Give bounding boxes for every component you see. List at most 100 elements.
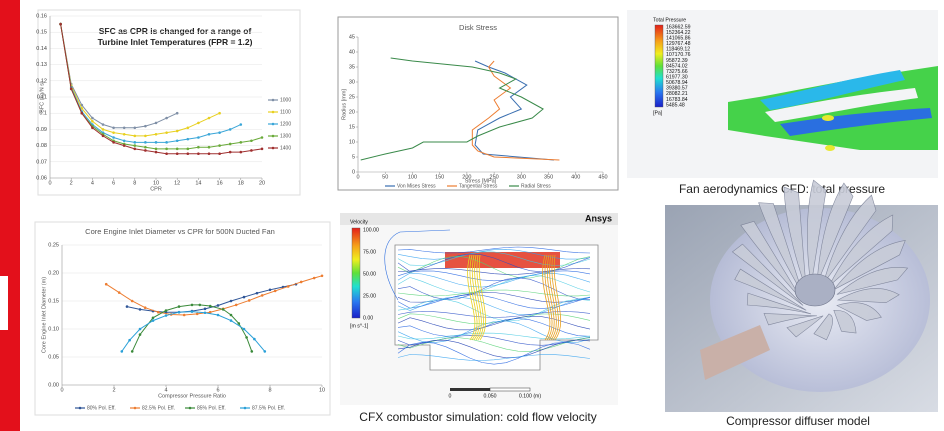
data-point [245,336,248,339]
data-point [139,333,142,336]
data-point [134,141,137,144]
y-tick-label: 0.07 [36,159,47,165]
y-tick-label: 5 [352,154,355,160]
data-point [208,117,211,120]
data-point [165,309,168,312]
data-point [131,300,134,303]
data-point [176,139,179,142]
data-point [218,144,221,147]
legend-label: 1100 [280,109,291,115]
y-tick-label: 0.05 [48,354,59,360]
x-tick-label: 20 [259,180,265,186]
y-tick-label: 0.06 [36,175,47,181]
data-point [218,152,221,155]
caption: Fan aerodynamics CFD: total pressure [679,182,885,196]
y-tick-label: 30 [349,79,355,85]
color-bar-label: 100.00 [363,227,379,233]
data-point [165,314,168,317]
legend-unit: [Pa] [653,110,663,116]
data-point [176,112,179,115]
data-point [112,131,115,134]
data-point [128,339,131,342]
data-point [240,123,243,126]
legend-marker [272,135,275,138]
chart-title: SFC as CPR is changed for a range of Tur… [95,26,255,49]
x-tick-label: 350 [544,174,553,180]
scale-bar [450,388,490,391]
compressor-image [665,180,938,412]
data-point [165,148,168,151]
x-tick-label: 0 [356,174,359,180]
data-point [187,126,190,129]
x-tick-label: 50 [382,174,388,180]
color-bar-label: 75.00 [363,249,376,255]
scale-label: 0.100 (m) [519,393,541,399]
x-tick-label: 10 [319,387,325,393]
data-point [250,149,253,152]
y-tick-label: 0.25 [48,242,59,248]
data-point [287,285,290,288]
y-tick-label: 0.10 [48,326,59,332]
legend-label: 82.5% Pol. Eff. [142,405,175,411]
data-point [218,112,221,115]
data-point [197,146,200,149]
data-point [191,310,194,313]
legend-marker [244,407,247,410]
data-point [187,138,190,141]
data-point [102,128,105,131]
data-point [152,319,155,322]
data-point [144,141,147,144]
x-tick-label: 18 [238,180,244,186]
data-point [118,291,121,294]
data-point [144,149,147,152]
y-tick-label: 15 [349,124,355,130]
data-point [81,112,84,115]
data-point [152,317,155,320]
y-tick-label: 45 [349,34,355,40]
data-point [165,141,168,144]
side-notch [0,276,8,330]
legend-marker [272,147,275,150]
x-axis-label: CPR [150,186,162,192]
data-point [187,152,190,155]
data-point [261,136,264,139]
legend-marker [79,407,82,410]
data-point [123,144,126,147]
data-point [91,117,94,120]
data-point [217,304,220,307]
combustor-image: Velocity Ansys 100.0075.0050.0025.000.00… [340,213,618,405]
data-point [105,283,108,286]
y-tick-label: 0.08 [36,143,47,149]
data-point [251,350,254,353]
x-tick-label: 150 [435,174,444,180]
data-point [197,122,200,125]
data-point [250,139,253,142]
data-point [217,314,220,317]
data-point [123,126,126,129]
data-point [208,152,211,155]
data-point [321,275,324,278]
hub [795,274,835,306]
data-point [165,117,168,120]
data-point [196,313,199,316]
y-tick-label: 0.00 [48,382,59,388]
y-tick-label: 0 [352,169,355,175]
brand: Ansys [585,213,612,223]
legend-label: 87.5% Pol. Eff. [252,405,285,411]
y-tick-label: 25 [349,94,355,100]
data-point [176,148,179,151]
legend-label: 80% Pol. Eff. [87,405,116,411]
data-point [229,143,232,146]
data-point [178,311,181,314]
legend-title: Velocity [350,219,368,225]
data-point [178,305,181,308]
x-tick-label: 6 [112,180,115,186]
legend-label: 1400 [280,145,291,151]
data-point [155,133,158,136]
data-point [313,277,316,280]
legend-label: Tangential Stress [459,183,498,189]
y-tick-label: 0.15 [36,30,47,36]
data-point [139,308,142,311]
data-point [134,135,137,138]
color-bar-label: 25.00 [363,293,376,299]
